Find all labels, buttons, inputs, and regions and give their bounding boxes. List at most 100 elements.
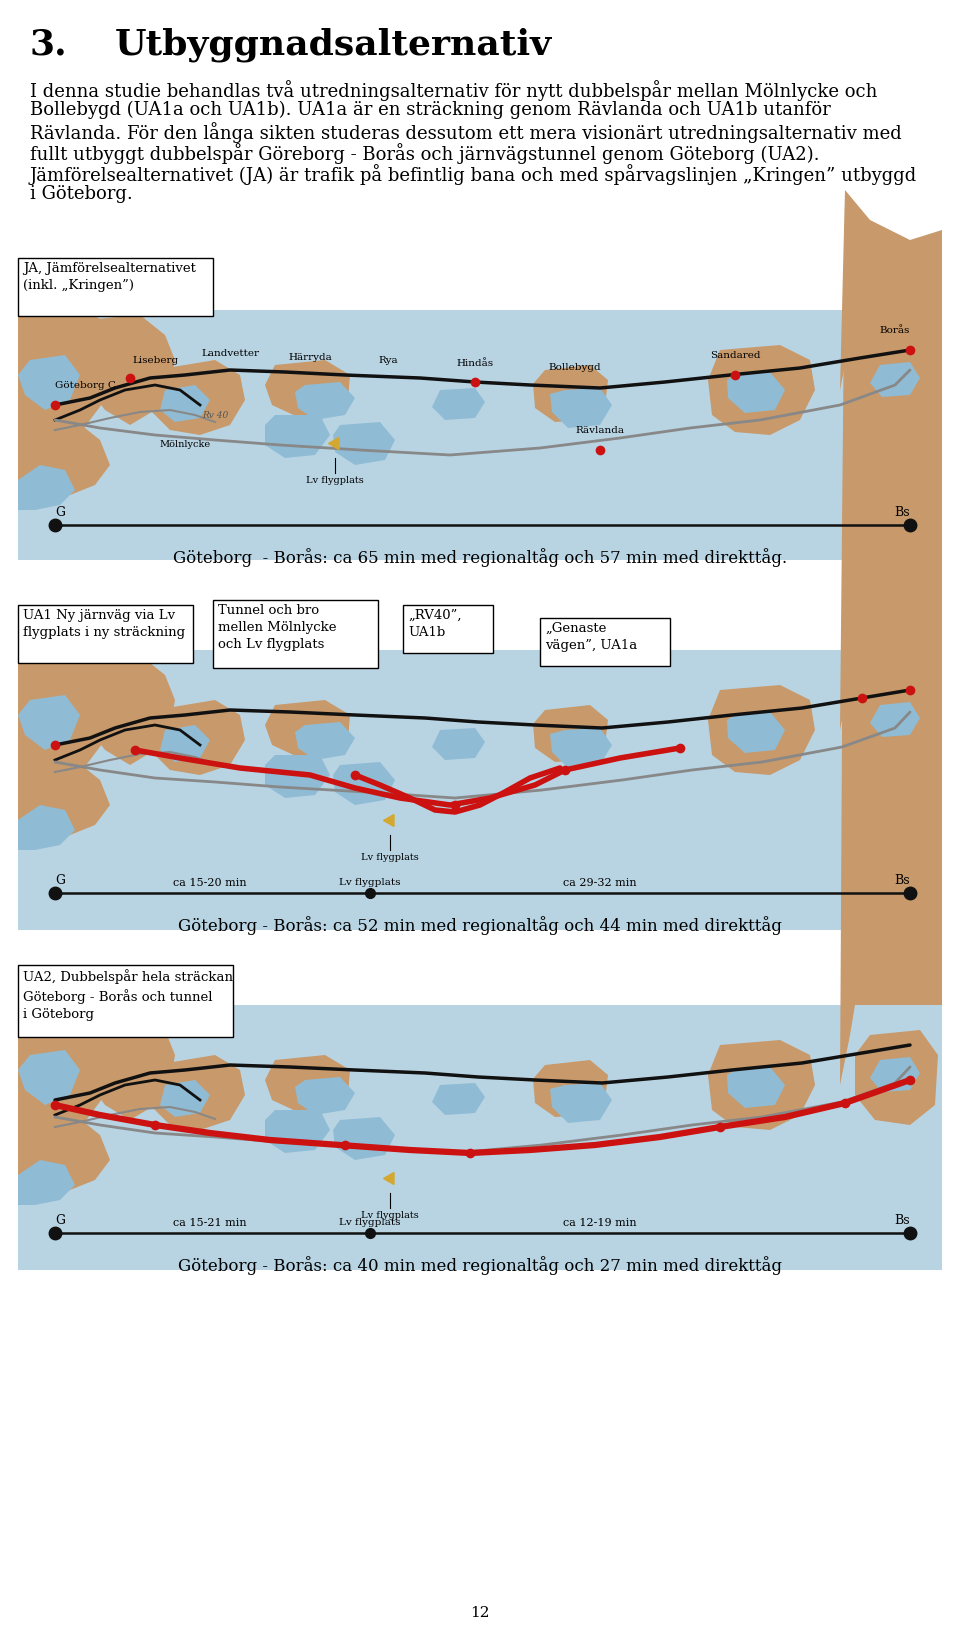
Polygon shape: [727, 372, 785, 413]
Text: fullt utbyggt dubbelspår Göreborg - Borås och järnvägstunnel genom Göteborg (UA2: fullt utbyggt dubbelspår Göreborg - Borå…: [30, 143, 820, 164]
Polygon shape: [18, 649, 130, 825]
Polygon shape: [533, 1060, 608, 1116]
Polygon shape: [708, 1041, 815, 1129]
Polygon shape: [18, 1115, 110, 1195]
Polygon shape: [550, 388, 612, 427]
Polygon shape: [265, 755, 330, 797]
Bar: [18, 1004, 942, 1271]
Polygon shape: [148, 700, 245, 774]
Polygon shape: [265, 1055, 350, 1113]
Polygon shape: [18, 465, 75, 510]
Polygon shape: [160, 1080, 210, 1116]
Text: Göteborg - Borås: ca 52 min med regionaltåg och 44 min med direkttåg: Göteborg - Borås: ca 52 min med regional…: [178, 916, 782, 935]
Polygon shape: [855, 335, 938, 431]
Polygon shape: [870, 362, 920, 396]
Text: Rävlanda: Rävlanda: [575, 426, 625, 436]
Text: Härryda: Härryda: [288, 353, 332, 362]
Text: 3.: 3.: [30, 28, 67, 62]
Polygon shape: [265, 700, 350, 758]
Polygon shape: [432, 388, 485, 419]
Text: Bs: Bs: [895, 1213, 910, 1226]
Text: I denna studie behandlas två utredningsalternativ för nytt dubbelspår mellan Möl: I denna studie behandlas två utredningsa…: [30, 81, 877, 100]
Polygon shape: [148, 1055, 245, 1129]
Text: Liseberg: Liseberg: [132, 357, 179, 365]
Text: UA1 Ny järnväg via Lv
flygplats i ny sträckning: UA1 Ny järnväg via Lv flygplats i ny str…: [23, 608, 185, 640]
Polygon shape: [870, 702, 920, 737]
Bar: [540, 618, 670, 666]
Text: Bs: Bs: [895, 875, 910, 888]
Polygon shape: [265, 1110, 330, 1152]
Text: Göteborg - Borås: ca 40 min med regionaltåg och 27 min med direkttåg: Göteborg - Borås: ca 40 min med regional…: [178, 1256, 782, 1274]
Polygon shape: [333, 423, 395, 465]
Polygon shape: [727, 712, 785, 753]
Polygon shape: [727, 1067, 785, 1108]
Text: Landvetter: Landvetter: [201, 349, 259, 358]
Text: Hindås: Hindås: [456, 358, 493, 368]
Polygon shape: [18, 695, 80, 750]
Polygon shape: [18, 419, 110, 500]
Bar: [18, 258, 213, 316]
Text: ca 29-32 min: ca 29-32 min: [564, 878, 636, 888]
Text: Bs: Bs: [895, 506, 910, 520]
Polygon shape: [840, 206, 942, 1085]
Polygon shape: [550, 728, 612, 768]
Polygon shape: [160, 725, 210, 763]
Bar: [213, 600, 378, 667]
Text: „Genaste
vägen”, UA1a: „Genaste vägen”, UA1a: [545, 621, 637, 653]
Text: „RV40”,
UA1b: „RV40”, UA1b: [408, 608, 462, 640]
Polygon shape: [333, 1116, 395, 1161]
Polygon shape: [855, 676, 938, 769]
Polygon shape: [533, 705, 608, 763]
Bar: [18, 649, 942, 931]
Text: ca 15-20 min: ca 15-20 min: [173, 878, 247, 888]
Polygon shape: [870, 1057, 920, 1092]
Text: JA, Jämförelsealternativet
(inkl. „Kringen”): JA, Jämförelsealternativet (inkl. „Kring…: [23, 261, 196, 293]
Polygon shape: [708, 345, 815, 436]
Bar: [403, 605, 493, 653]
Polygon shape: [85, 1009, 175, 1120]
Text: Bollebygd: Bollebygd: [549, 363, 601, 372]
Text: ca 12-19 min: ca 12-19 min: [564, 1218, 636, 1228]
Polygon shape: [18, 311, 130, 485]
Polygon shape: [295, 1077, 355, 1115]
Text: G: G: [55, 1213, 65, 1226]
Polygon shape: [708, 686, 815, 774]
Text: Rya: Rya: [378, 357, 397, 365]
Polygon shape: [533, 365, 608, 423]
Text: Bollebygd (UA1a och UA1b). UA1a är en sträckning genom Rävlanda och UA1b utanför: Bollebygd (UA1a och UA1b). UA1a är en st…: [30, 100, 830, 120]
Polygon shape: [18, 355, 80, 409]
Polygon shape: [18, 760, 110, 840]
Polygon shape: [85, 654, 175, 764]
Text: Sandared: Sandared: [709, 352, 760, 360]
Polygon shape: [18, 1051, 80, 1105]
Text: Lv flygplats: Lv flygplats: [339, 878, 400, 888]
Polygon shape: [295, 722, 355, 760]
Polygon shape: [265, 360, 350, 418]
Polygon shape: [18, 1161, 75, 1205]
Text: G: G: [55, 875, 65, 888]
Polygon shape: [840, 191, 942, 390]
Polygon shape: [85, 316, 175, 426]
Text: ca 15-21 min: ca 15-21 min: [173, 1218, 247, 1228]
Text: Lv flygplats: Lv flygplats: [361, 1212, 419, 1220]
Text: Tunnel och bro
mellen Mölnlycke
och Lv flygplats: Tunnel och bro mellen Mölnlycke och Lv f…: [218, 603, 337, 651]
Polygon shape: [295, 381, 355, 419]
Polygon shape: [160, 385, 210, 423]
Text: Lv flygplats: Lv flygplats: [306, 477, 364, 485]
Polygon shape: [18, 806, 75, 850]
Polygon shape: [148, 360, 245, 436]
Polygon shape: [855, 1031, 938, 1124]
Text: Utbyggnadsalternativ: Utbyggnadsalternativ: [115, 28, 552, 62]
Bar: [18, 965, 233, 1037]
Text: Göteborg C: Göteborg C: [55, 381, 116, 390]
Text: UA2, Dubbelspår hela sträckan
Göteborg - Borås och tunnel
i Göteborg: UA2, Dubbelspår hela sträckan Göteborg -…: [23, 968, 233, 1021]
Bar: [18, 605, 193, 663]
Text: G: G: [55, 506, 65, 520]
Polygon shape: [18, 1004, 130, 1180]
Text: i Göteborg.: i Göteborg.: [30, 186, 132, 202]
Text: Rv 40: Rv 40: [202, 411, 228, 419]
Text: Borås: Borås: [879, 326, 910, 335]
Polygon shape: [432, 728, 485, 760]
Text: Lv flygplats: Lv flygplats: [339, 1218, 400, 1226]
Text: Lv flygplats: Lv flygplats: [361, 853, 419, 861]
